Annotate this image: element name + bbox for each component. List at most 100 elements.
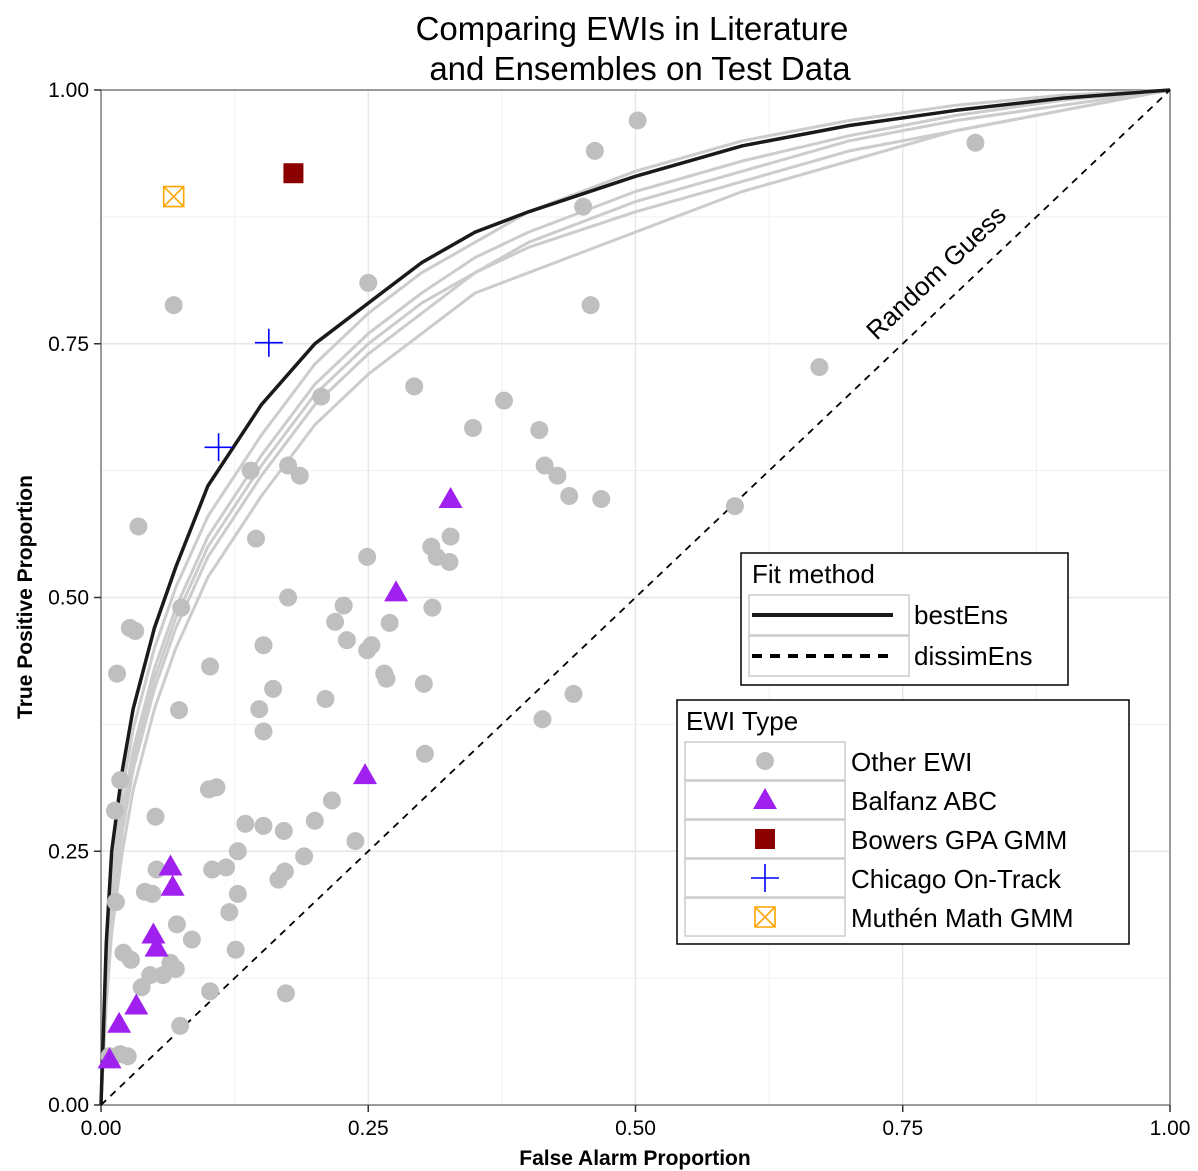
other-ewi-point-47	[316, 690, 335, 708]
other-ewi-point-85	[132, 978, 151, 997]
balfanz-abc-point-9	[97, 1047, 122, 1069]
other-ewi-point-63	[346, 832, 365, 851]
other-ewi-point-56	[105, 801, 124, 820]
other-ewi-point-83	[154, 966, 173, 985]
other-ewi-point-35	[126, 621, 145, 640]
x-tick-label-1: 0.25	[348, 1117, 389, 1140]
other-ewi-point-6	[164, 296, 183, 315]
other-ewi-point-28	[279, 588, 298, 607]
other-ewi-point-12	[530, 421, 549, 440]
other-ewi-point-55	[199, 780, 218, 799]
roc-curve-1	[99, 88, 1171, 1106]
fit-legend-label-best: bestEns	[914, 600, 1008, 630]
bowers-gpa-gmm-point-0	[283, 163, 304, 184]
other-ewi-point-8	[405, 377, 424, 396]
other-ewi-point-4	[359, 273, 378, 292]
other-ewi-point-14	[548, 466, 567, 485]
balfanz-abc-point-5	[141, 922, 166, 944]
roc-curve-5	[99, 88, 1171, 1106]
ewi-legend-marker-0	[756, 752, 774, 770]
other-ewi-point-53	[111, 771, 130, 790]
other-ewi-point-70	[269, 870, 288, 889]
balfanz-abc-point-4	[160, 874, 185, 896]
ewi-legend-title: EWI Type	[686, 706, 798, 736]
other-ewi-point-88	[171, 1016, 190, 1035]
other-ewi-point-60	[236, 814, 255, 833]
other-ewi-point-68	[217, 858, 236, 877]
roc-curve-2	[99, 88, 1171, 1106]
y-tick-label-0: 0.00	[48, 1094, 89, 1117]
other-ewi-point-50	[533, 710, 552, 729]
other-ewi-point-13	[535, 456, 554, 475]
other-ewi-point-1	[585, 141, 604, 160]
other-ewi-point-61	[254, 816, 273, 835]
fit-legend-label-dissim: dissimEns	[914, 641, 1032, 671]
other-ewi-point-9	[312, 387, 331, 406]
other-ewi-point-58	[146, 807, 165, 826]
other-ewi-point-64	[228, 842, 247, 861]
other-ewi-point-62	[274, 821, 293, 840]
x-tick-label-3: 0.75	[882, 1117, 923, 1140]
other-ewi-point-72	[143, 884, 162, 903]
fit-legend-title: Fit method	[752, 559, 875, 589]
fit-method-legend: Fit method bestEns dissimEns	[740, 552, 1069, 686]
other-ewi-point-59	[305, 811, 324, 830]
other-ewi-point-52	[415, 744, 434, 763]
muth-n-math-gmm-point-0	[162, 185, 185, 208]
ewi-legend-label-muthen: Muthén Math GMM	[851, 903, 1074, 933]
ewi-legend-label-balfanz: Balfanz ABC	[851, 786, 997, 816]
other-ewi-point-22	[247, 529, 266, 548]
other-ewi-point-37	[337, 631, 356, 650]
other-ewi-point-74	[106, 893, 125, 911]
other-ewi-point-29	[172, 598, 191, 617]
balfanz-abc-point-8	[107, 1011, 132, 1033]
y-tick-label-2: 0.50	[48, 587, 89, 610]
ewi-legend-label-other: Other EWI	[851, 747, 972, 777]
chicago-on-track-point-1	[204, 433, 233, 462]
other-ewi-point-26	[440, 552, 459, 571]
other-ewi-point-20	[725, 497, 744, 516]
ewi-legend-label-bowers: Bowers GPA GMM	[851, 825, 1067, 855]
x-tick-label-4: 1.00	[1150, 1117, 1191, 1140]
other-ewi-point-10	[495, 391, 514, 410]
other-ewi-point-80	[121, 950, 140, 969]
chicago-on-track-point-0	[254, 328, 283, 357]
other-ewi-point-41	[108, 664, 127, 683]
y-tick-label-4: 1.00	[48, 79, 89, 102]
other-ewi-point-51	[254, 722, 273, 741]
other-ewi-point-78	[226, 940, 245, 959]
chart-title-line-2: and Ensembles on Test Data	[429, 50, 851, 87]
other-ewi-point-75	[220, 903, 239, 922]
other-ewi-point-76	[167, 915, 186, 934]
other-ewi-point-32	[326, 612, 345, 631]
other-ewi-point-2	[966, 133, 985, 152]
other-ewi-point-45	[264, 679, 283, 698]
roc-curve-3	[99, 88, 1171, 1106]
other-ewi-point-44	[414, 674, 433, 693]
balfanz-abc-point-2	[353, 763, 378, 785]
other-ewi-point-48	[250, 700, 269, 719]
other-ewi-point-15	[279, 456, 298, 475]
other-ewi-point-18	[560, 487, 579, 505]
ewi-legend-marker-2	[755, 829, 775, 849]
other-ewi-point-17	[290, 466, 309, 485]
other-ewi-point-39	[358, 641, 377, 660]
roc-curve-0	[99, 88, 1171, 1106]
balfanz-abc-point-3	[158, 854, 183, 876]
other-ewi-point-67	[203, 860, 222, 879]
other-ewi-point-23	[129, 517, 148, 536]
other-ewi-point-57	[322, 791, 341, 810]
other-ewi-point-46	[564, 684, 583, 703]
ewi-points	[97, 111, 985, 1069]
ewi-legend-marker-4	[754, 906, 776, 928]
other-ewi-point-27	[358, 547, 377, 566]
other-ewi-point-43	[377, 669, 396, 688]
other-ewi-point-0	[628, 111, 647, 130]
other-ewi-point-31	[423, 598, 442, 617]
y-tick-label-3: 0.75	[48, 333, 89, 356]
chart-title-line-1: Comparing EWIs in Literature	[416, 10, 849, 47]
x-tick-label-2: 0.50	[615, 1117, 656, 1140]
other-ewi-point-49	[170, 701, 189, 720]
other-ewi-point-11	[464, 418, 483, 437]
